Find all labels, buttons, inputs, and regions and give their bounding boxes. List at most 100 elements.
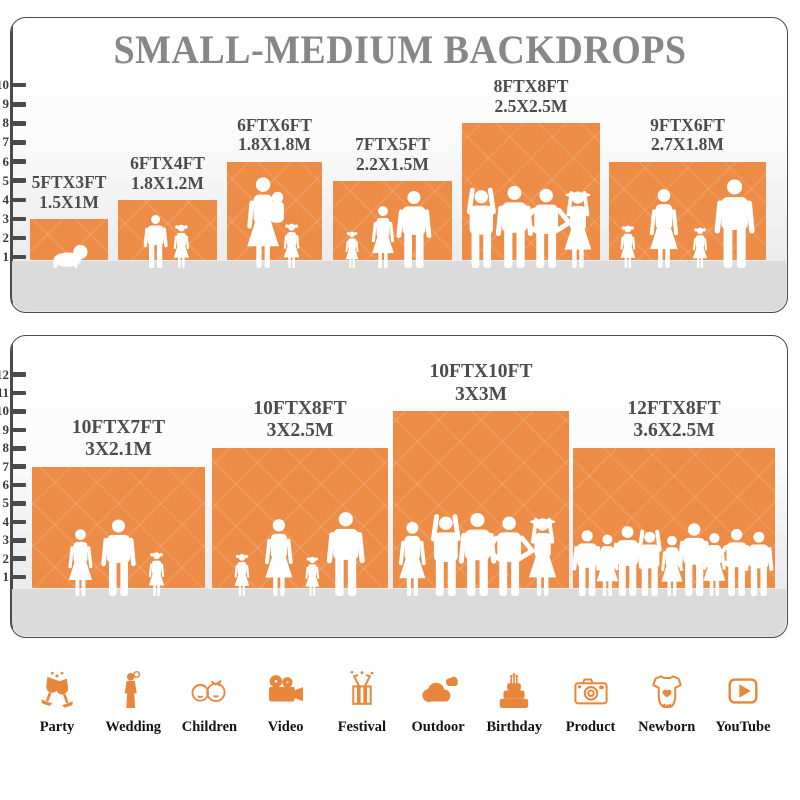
backdrop-size-m: 3X3M [454,383,507,405]
newborn-icon [651,675,682,709]
ruler-bottom-number-9: 9 [2,421,10,437]
backdrop-label-10FTX8FT: 10FTX8FT 3X2.5M [253,398,346,442]
category-festival: Festival [327,662,397,757]
category-label: Festival [337,719,387,735]
backdrop-size-m: 1.5X1M [39,191,99,212]
ruler-top-number-5: 5 [2,172,10,188]
backdrop-block-6FTX4FT [118,199,217,260]
backdrop-size-m: 2.7X1.8M [651,134,724,155]
backdrop-size-ft: 9FTX6FT [650,114,725,135]
festival-icon [349,670,374,705]
category-label: YouTube [715,719,771,735]
backdrop-block-7FTX5FT [333,180,452,260]
backdrop-block-10FTX10FT [393,411,569,588]
product-icon [573,678,608,705]
category-product: Product [556,662,626,757]
video-icon [268,675,303,702]
ruler-bottom-number-8: 8 [2,440,10,456]
ruler-top-tick-2 [11,235,26,241]
ground-strip-bottom [12,589,786,636]
ruler-top-number-4: 4 [2,191,10,207]
backdrop-size-ft: 10FTX10FT [429,361,533,383]
category-newborn: Newborn [632,662,702,757]
backdrop-block-10FTX8FT [212,448,388,588]
backdrop-label-10FTX7FT: 10FTX7FT 3X2.1M [72,417,165,461]
ruler-bottom-number-3: 3 [2,532,10,548]
ruler-bottom-tick-4 [11,519,26,525]
backdrop-size-ft: 7FTX5FT [355,133,430,154]
ruler-top-tick-4 [11,197,26,202]
ruler-bottom-tick-6 [11,482,26,488]
ruler-bottom-tick-2 [11,556,26,561]
backdrop-size-ft: 6FTX6FT [237,114,312,135]
backdrop-size-m: 3.6X2.5M [633,420,715,442]
ruler-top-tick-6 [11,159,26,164]
ruler-bottom-tick-5 [11,501,26,506]
category-youtube: YouTube [708,662,778,757]
backdrop-label-6FTX6FT: 6FTX6FT 1.8X1.8M [237,114,312,156]
category-row: Party Wedding Children Video Festival Outdoor… [0,662,800,757]
ruler-bottom-tick-9 [11,427,26,433]
ruler-bottom-tick-7 [11,464,26,469]
youtube-icon [728,678,758,704]
backdrop-size-m: 2.2X1.5M [356,153,429,174]
ruler-top-number-8: 8 [2,115,10,131]
ruler-top-tick-10 [11,82,26,88]
ruler-bottom-tick-1 [11,574,26,580]
category-children: Children [174,662,244,757]
ruler-bottom-number-2: 2 [2,550,10,566]
ruler-top-tick-9 [11,102,26,107]
ruler-bottom-number-12: 12 [0,366,9,382]
backdrop-label-12FTX8FT: 12FTX8FT 3.6X2.5M [627,398,720,442]
ruler-top-tick-7 [11,140,26,145]
category-wedding: Wedding [98,662,168,757]
outdoor-icon [422,676,458,703]
backdrop-label-8FTX8FT: 8FTX8FT 2.5X2.5M [493,76,569,117]
backdrop-label-5FTX3FT: 5FTX3FT 1.5X1M [32,172,107,213]
backdrop-label-10FTX10FT: 10FTX10FT 3X3M [430,361,533,405]
category-label: Birthday [486,719,543,735]
ground-strip-top [12,261,786,311]
ruler-top-tick-8 [11,121,26,126]
backdrop-size-m: 3X2.5M [266,420,334,442]
backdrop-block-10FTX7FT [32,466,205,588]
backdrop-size-ft: 10FTX7FT [71,416,166,438]
backdrop-size-ft: 12FTX8FT [627,398,721,420]
backdrop-label-9FTX6FT: 9FTX6FT 2.7X1.8M [650,114,725,156]
ruler-top-tick-5 [11,178,26,183]
backdrop-size-ft: 8FTX8FT [493,76,569,97]
category-label: Product [565,719,616,735]
ruler-top-tick-3 [11,216,26,222]
ruler-bottom-tick-11 [11,390,26,396]
category-label: Video [267,719,304,735]
ruler-bottom-tick-3 [11,538,26,543]
ruler-line-top [11,20,13,310]
ruler-bottom-number-7: 7 [2,458,10,474]
ruler-top-tick-1 [11,254,26,260]
ruler-bottom-tick-10 [11,409,26,414]
backdrop-block-8FTX8FT [462,123,600,260]
backdrop-block-12FTX8FT [573,448,775,588]
ruler-bottom-number-4: 4 [2,513,10,529]
backdrop-size-m: 3X2.1M [85,438,152,460]
birthday-icon [499,672,529,709]
ruler-top-number-9: 9 [2,96,10,112]
ruler-bottom-number-11: 11 [0,385,9,400]
ruler-bottom-tick-8 [11,446,26,451]
category-birthday: Birthday [479,662,549,757]
ruler-top-number-3: 3 [2,210,10,226]
ruler-top-number-7: 7 [2,134,10,150]
ruler-bottom-number-10: 10 [0,403,9,419]
page-title: SMALL-MEDIUM BACKDROPS [113,27,687,72]
backdrop-label-7FTX5FT: 7FTX5FT 2.2X1.5M [355,133,430,175]
category-party: Party [22,662,92,757]
category-label: Newborn [638,719,696,735]
backdrop-size-ft: 10FTX8FT [253,398,347,420]
wedding-icon [124,671,141,709]
children-icon [192,680,226,702]
category-label: Children [181,719,238,735]
ruler-top-number-1: 1 [2,249,10,264]
backdrop-size-m: 2.5X2.5M [494,96,568,117]
party-icon [38,671,76,709]
